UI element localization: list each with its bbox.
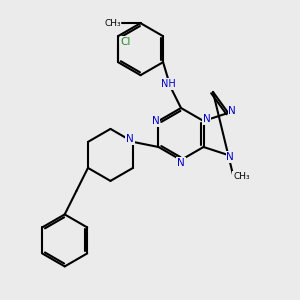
Text: NH: NH xyxy=(161,79,176,89)
Text: N: N xyxy=(202,114,210,124)
Text: CH₃: CH₃ xyxy=(104,19,121,28)
Text: N: N xyxy=(228,106,236,116)
Text: N: N xyxy=(152,116,159,126)
Text: N: N xyxy=(226,152,234,162)
Text: N: N xyxy=(126,134,134,144)
Text: CH₃: CH₃ xyxy=(233,172,250,181)
Text: Cl: Cl xyxy=(121,37,131,47)
Text: N: N xyxy=(177,158,185,168)
